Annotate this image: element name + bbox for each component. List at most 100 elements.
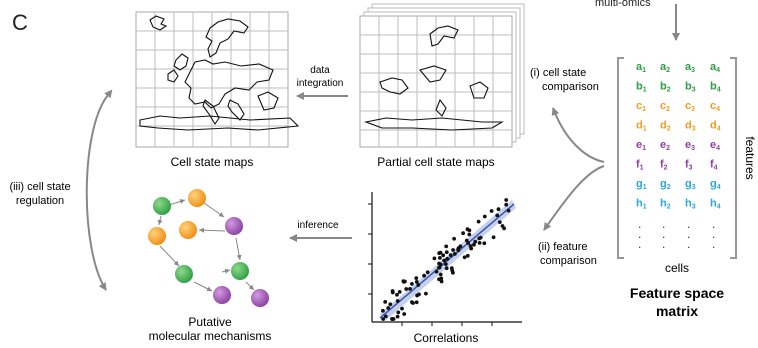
scatter-point bbox=[444, 250, 449, 255]
scatter-point bbox=[388, 302, 393, 307]
node-purple-1 bbox=[225, 217, 243, 235]
partial-map-grid bbox=[360, 16, 512, 147]
scatter-point bbox=[438, 256, 442, 260]
matrix-cell-d2: d2 bbox=[660, 120, 671, 133]
scatter-point bbox=[495, 213, 500, 218]
scatter-point bbox=[458, 244, 463, 249]
putative-label-line1: Putative bbox=[188, 315, 232, 329]
scatter-point bbox=[414, 300, 419, 305]
cell-state-map bbox=[135, 11, 300, 148]
scatter-point bbox=[444, 266, 449, 271]
node-orange-3 bbox=[179, 221, 197, 239]
scatter-point bbox=[443, 262, 448, 266]
scatter-point bbox=[467, 232, 472, 237]
scatter-point bbox=[381, 308, 385, 313]
matrix-ellipsis-dot: . bbox=[638, 227, 641, 241]
scatter-point bbox=[448, 253, 453, 258]
regulation-label-line1: (iii) cell state bbox=[9, 181, 70, 193]
scatter-point bbox=[504, 202, 509, 207]
data-integration-label-line1: data bbox=[310, 65, 330, 76]
scatter-point bbox=[452, 236, 456, 241]
regulation-double-arrow bbox=[85, 89, 113, 291]
matrix-right-bracket bbox=[730, 57, 737, 259]
scatter-point bbox=[482, 214, 487, 219]
data-integration-label-line2: integration bbox=[297, 78, 344, 89]
matrix-cell-g2: g2 bbox=[660, 178, 671, 191]
correlations-ticks bbox=[368, 203, 493, 326]
matrix-cell-f4: f4 bbox=[710, 159, 718, 172]
node-orange-1 bbox=[188, 189, 206, 207]
scatter-point bbox=[456, 248, 461, 253]
matrix-ellipsis-dot: . bbox=[712, 237, 715, 251]
matrix-cell-f1: f1 bbox=[636, 159, 644, 172]
scatter-point bbox=[500, 224, 505, 228]
scatter-point bbox=[437, 265, 441, 270]
matrix-cell-c4: c4 bbox=[710, 100, 720, 113]
matrix-cell-d3: d3 bbox=[685, 120, 696, 133]
scatter-point bbox=[416, 283, 421, 287]
matrix-ellipsis-dot: . bbox=[638, 237, 641, 251]
partial-cell-state-maps bbox=[359, 3, 525, 148]
matrix-ellipsis-dot: . bbox=[662, 217, 665, 231]
scatter-point bbox=[491, 235, 496, 240]
matrix-ellipsis-dot: . bbox=[687, 227, 690, 241]
regulation-label-line2: regulation bbox=[16, 195, 64, 207]
matrix-title-line2: matrix bbox=[656, 303, 698, 319]
scatter-point bbox=[462, 255, 467, 260]
scatter-point bbox=[395, 292, 399, 297]
scatter-point bbox=[473, 239, 478, 244]
scatter-point bbox=[386, 306, 391, 310]
matrix-cell-e4: e4 bbox=[710, 139, 720, 152]
scatter-point bbox=[425, 270, 430, 275]
scatter-point bbox=[439, 279, 444, 284]
node-purple-2 bbox=[213, 286, 231, 304]
partial-map-outline bbox=[364, 25, 504, 131]
matrix-ellipsis-dot: . bbox=[662, 237, 665, 251]
scatter-point bbox=[434, 269, 439, 274]
scatter-point bbox=[422, 273, 426, 278]
scatter-point bbox=[477, 236, 482, 241]
matrix-ellipsis-dot: . bbox=[662, 227, 665, 241]
comparison-i-label-line1: (i) cell state bbox=[530, 67, 586, 79]
scatter-point bbox=[408, 287, 412, 291]
scatter-point bbox=[472, 242, 476, 247]
scatter-point bbox=[410, 300, 414, 304]
putative-label-line2: molecular mechanisms bbox=[149, 329, 272, 343]
scatter-point bbox=[410, 282, 414, 286]
scatter-point bbox=[497, 220, 502, 225]
scatter-point bbox=[506, 208, 511, 213]
feature-space-matrix: a1 a2 a3 a4 b1 b2 b3 b4 c1 c2 c3 c4 d1 d2 d3 d4 e1 e2 e3 e4… bbox=[617, 57, 737, 259]
scatter-points bbox=[381, 198, 511, 321]
scatter-point bbox=[414, 276, 419, 280]
matrix-left-bracket bbox=[617, 57, 624, 259]
matrix-cell-h4: h4 bbox=[710, 198, 721, 211]
scatter-point bbox=[404, 287, 409, 291]
scatter-point bbox=[469, 246, 474, 251]
comparison-ii-label-line2: comparison bbox=[540, 255, 597, 267]
scatter-point bbox=[381, 317, 385, 321]
correlations-label: Correlations bbox=[414, 331, 479, 345]
matrix-cell-b1: b1 bbox=[636, 81, 647, 94]
scatter-point bbox=[400, 306, 404, 311]
matrix-cells: a1 a2 a3 a4 b1 b2 b3 b4 c1 c2 c3 c4 d1 d2 d3 d4 e1 e2 e3 e4… bbox=[636, 61, 721, 251]
matrix-cell-f3: f3 bbox=[685, 159, 693, 172]
scatter-point bbox=[395, 314, 400, 319]
matrix-cell-g4: g4 bbox=[710, 178, 721, 191]
matrix-cell-b2: b2 bbox=[660, 81, 671, 94]
matrix-cell-a2: a2 bbox=[660, 61, 670, 74]
matrix-cell-c3: c3 bbox=[685, 100, 695, 113]
scatter-point bbox=[445, 256, 450, 261]
scatter-point bbox=[414, 280, 419, 284]
scatter-point bbox=[489, 209, 494, 213]
scatter-point bbox=[432, 256, 437, 261]
matrix-title-line1: Feature space bbox=[630, 285, 724, 301]
scatter-point bbox=[383, 300, 388, 304]
scatter-point bbox=[396, 310, 401, 315]
matrix-cell-e3: e3 bbox=[685, 139, 695, 152]
features-axis-label: features bbox=[743, 136, 757, 179]
scatter-point bbox=[439, 276, 444, 281]
map-grid bbox=[136, 12, 288, 147]
scatter-point bbox=[504, 198, 509, 202]
matrix-cell-h3: h3 bbox=[685, 198, 696, 211]
